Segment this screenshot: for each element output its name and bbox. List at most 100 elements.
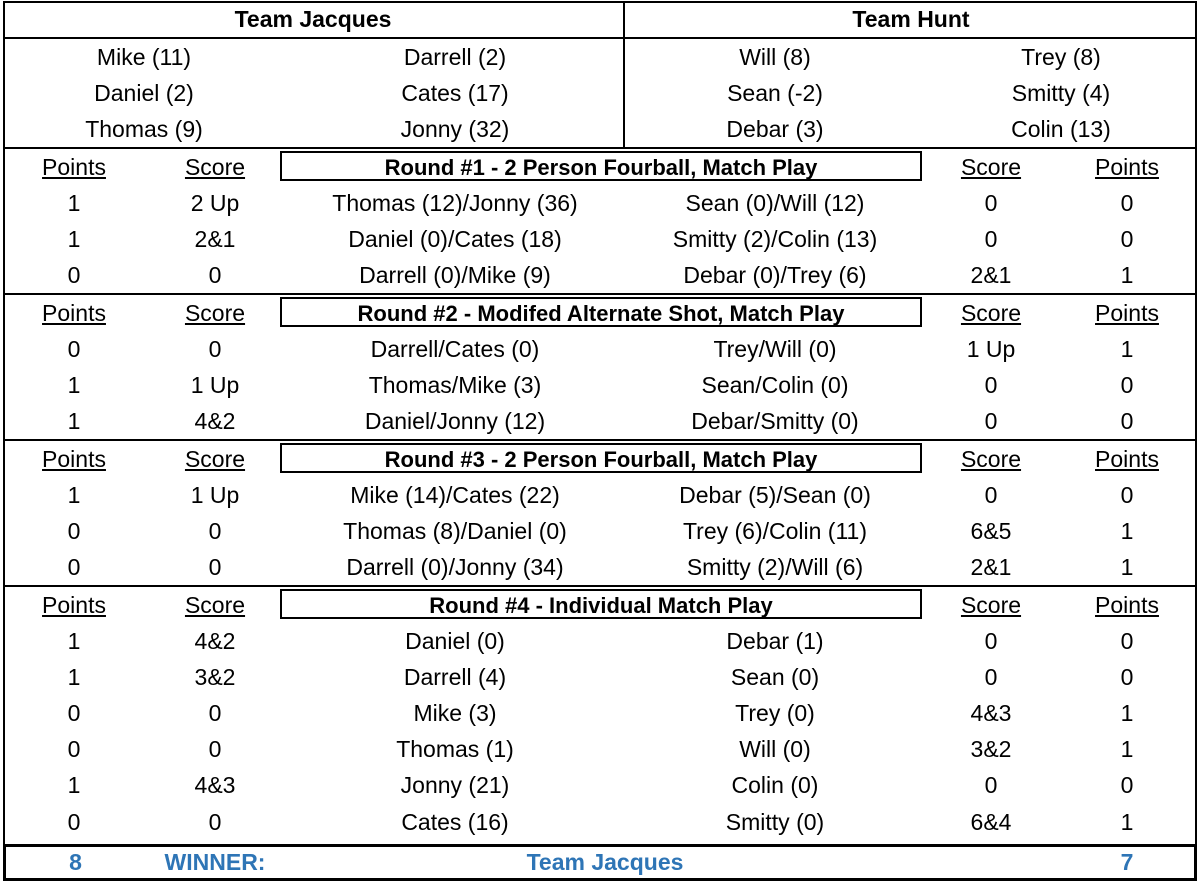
left-points: 0 — [67, 809, 81, 835]
match-row: 1 3&2 Darrell (4) Sean (0) 0 0 — [3, 659, 1197, 695]
points-header: Points — [42, 154, 106, 180]
left-players: Daniel/Jonny (12) — [364, 408, 546, 434]
match-row: 1 4&2 Daniel/Jonny (12) Debar/Smitty (0)… — [3, 403, 1197, 439]
roster-player: Daniel (2) — [94, 80, 194, 106]
roster-player: Cates (17) — [401, 80, 509, 106]
section-divider — [3, 147, 1197, 149]
winner-team: Team Jacques — [526, 849, 684, 875]
left-points: 1 — [67, 190, 81, 216]
right-points: 0 — [1120, 190, 1134, 216]
left-score: 0 — [208, 700, 222, 726]
left-score: 2 Up — [190, 190, 240, 216]
left-points: 1 — [67, 772, 81, 798]
roster-player: Colin (13) — [1011, 116, 1111, 142]
left-score: 1 Up — [190, 372, 240, 398]
match-row: 1 2 Up Thomas (12)/Jonny (36) Sean (0)/W… — [3, 185, 1197, 221]
left-players: Darrell (0)/Jonny (34) — [346, 554, 564, 580]
roster-player: Sean (-2) — [727, 80, 823, 106]
team-header-row: Team Jacques Team Hunt — [3, 1, 1197, 37]
right-players: Smitty (2)/Colin (13) — [672, 226, 878, 252]
right-players: Will (0) — [739, 736, 811, 762]
roster-player: Jonny (32) — [400, 116, 510, 142]
left-score: 4&2 — [194, 408, 236, 434]
left-players: Darrell (0)/Mike (9) — [359, 262, 551, 288]
left-points: 0 — [67, 554, 81, 580]
right-players: Debar/Smitty (0) — [691, 408, 859, 434]
team-divider — [623, 1, 625, 149]
right-players: Debar (5)/Sean (0) — [679, 482, 871, 508]
right-score: 6&4 — [970, 809, 1012, 835]
table-border-top — [3, 1, 1197, 3]
right-players: Debar (0)/Trey (6) — [683, 262, 867, 288]
right-points: 0 — [1120, 408, 1134, 434]
left-players: Thomas (12)/Jonny (36) — [332, 190, 578, 216]
match-row: 0 0 Thomas (8)/Daniel (0) Trey (6)/Colin… — [3, 513, 1197, 549]
score-header: Score — [960, 154, 1022, 180]
score-header: Score — [960, 300, 1022, 326]
round-title: Round #4 - Individual Match Play — [280, 589, 922, 619]
right-points: 0 — [1120, 772, 1134, 798]
right-points: 0 — [1120, 372, 1134, 398]
match-row: 0 0 Thomas (1) Will (0) 3&2 1 — [3, 731, 1197, 767]
right-points: 1 — [1120, 700, 1134, 726]
section-divider — [3, 439, 1197, 441]
right-players: Trey (6)/Colin (11) — [682, 518, 868, 544]
right-players: Smitty (2)/Will (6) — [686, 554, 864, 580]
winner-label: WINNER: — [164, 849, 266, 875]
left-players: Mike (14)/Cates (22) — [350, 482, 560, 508]
left-points: 1 — [67, 408, 81, 434]
score-header: Score — [184, 154, 246, 180]
points-header: Points — [42, 300, 106, 326]
left-points: 1 — [67, 664, 81, 690]
match-row: 0 0 Mike (3) Trey (0) 4&3 1 — [3, 695, 1197, 731]
right-score: 3&2 — [970, 736, 1012, 762]
right-points: 1 — [1120, 809, 1134, 835]
left-players: Cates (16) — [401, 809, 509, 835]
left-points: 1 — [67, 628, 81, 654]
winner-row: 8 WINNER: Team Jacques 7 — [3, 844, 1197, 881]
right-points: 0 — [1120, 628, 1134, 654]
right-score: 2&1 — [970, 262, 1012, 288]
left-score: 0 — [208, 809, 222, 835]
left-total-points: 8 — [69, 849, 82, 875]
roster-row: Thomas (9) Jonny (32) Debar (3) Colin (1… — [3, 111, 1197, 147]
section-divider — [3, 293, 1197, 295]
match-row: 1 1 Up Mike (14)/Cates (22) Debar (5)/Se… — [3, 477, 1197, 513]
right-players: Sean (0)/Will (12) — [685, 190, 865, 216]
right-score: 0 — [984, 408, 998, 434]
right-score: 0 — [984, 772, 998, 798]
left-players: Thomas (8)/Daniel (0) — [343, 518, 567, 544]
left-points: 0 — [67, 736, 81, 762]
right-total-points: 7 — [1120, 849, 1134, 875]
left-players: Daniel (0)/Cates (18) — [348, 226, 562, 252]
section-divider — [3, 585, 1197, 587]
match-row: 0 0 Darrell (0)/Jonny (34) Smitty (2)/Wi… — [3, 549, 1197, 585]
round-title: Round #3 - 2 Person Fourball, Match Play — [280, 443, 922, 473]
right-score: 2&1 — [970, 554, 1012, 580]
right-players: Sean (0) — [730, 664, 820, 690]
right-players: Colin (0) — [731, 772, 819, 798]
round-title: Round #1 - 2 Person Fourball, Match Play — [280, 151, 922, 181]
roster-row: Daniel (2) Cates (17) Sean (-2) Smitty (… — [3, 75, 1197, 111]
header-divider — [3, 37, 1197, 39]
right-score: 0 — [984, 372, 998, 398]
match-row: 0 0 Cates (16) Smitty (0) 6&4 1 — [3, 804, 1197, 840]
roster-player: Mike (11) — [96, 44, 192, 70]
score-header: Score — [184, 446, 246, 472]
right-points: 1 — [1120, 518, 1134, 544]
score-header: Score — [184, 592, 246, 618]
left-points: 0 — [67, 262, 81, 288]
match-row: 1 4&2 Daniel (0) Debar (1) 0 0 — [3, 623, 1197, 659]
left-score: 4&2 — [194, 628, 236, 654]
points-header: Points — [42, 446, 106, 472]
right-score: 0 — [984, 664, 998, 690]
roster-player: Debar (3) — [726, 116, 824, 142]
right-points: 0 — [1120, 482, 1134, 508]
right-points: 1 — [1120, 554, 1134, 580]
right-score: 6&5 — [970, 518, 1012, 544]
left-players: Darrell/Cates (0) — [370, 336, 540, 362]
roster-player: Will (8) — [739, 44, 811, 70]
left-players: Mike (3) — [413, 700, 497, 726]
left-points: 1 — [67, 372, 81, 398]
left-score: 0 — [208, 736, 222, 762]
